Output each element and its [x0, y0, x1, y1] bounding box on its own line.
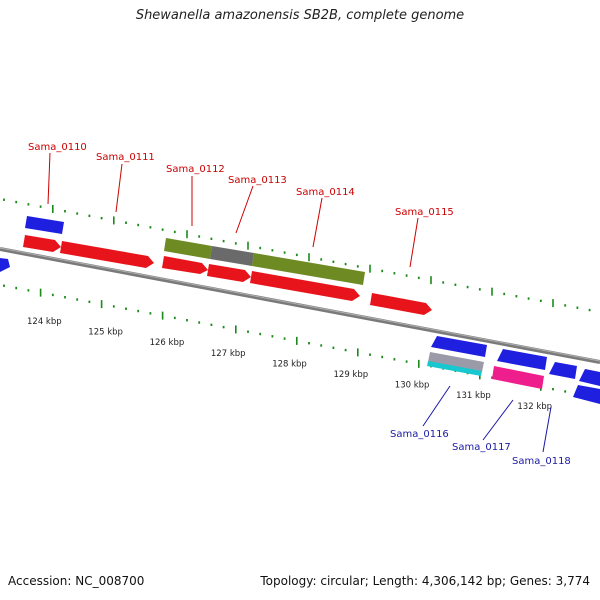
gene-label[interactable]: Sama_0113 — [228, 175, 287, 186]
ruler-label: 127 kbp — [211, 349, 246, 359]
gene-label[interactable]: Sama_0114 — [296, 187, 355, 198]
ruler-label: 131 kbp — [456, 391, 491, 401]
cds-arrow-0119[interactable] — [573, 385, 600, 404]
feature-pink-0117[interactable] — [492, 366, 544, 389]
genome-summary-text: Topology: circular; Length: 4,306,142 bp… — [260, 574, 590, 588]
cds-arrow-0114[interactable] — [250, 271, 360, 301]
gene-label[interactable]: Sama_0111 — [96, 152, 155, 163]
ruler-label: 128 kbp — [272, 359, 307, 369]
cds-arrow-0117[interactable] — [497, 349, 547, 370]
cds-arrow-0111[interactable] — [60, 241, 154, 268]
ruler-labels: 124 kbp 125 kbp 126 kbp 127 kbp 128 kbp 129 k… — [27, 317, 552, 412]
gene-label[interactable]: Sama_0115 — [395, 207, 454, 218]
feature-olive-0114[interactable] — [252, 253, 365, 285]
cds-arrow-0110[interactable] — [23, 235, 61, 252]
cds-arrow-0118b[interactable] — [579, 369, 600, 386]
feature-grey-0116[interactable] — [428, 352, 484, 372]
gene-label[interactable]: Sama_0117 — [452, 442, 511, 453]
gene-label[interactable]: Sama_0112 — [166, 164, 225, 175]
ruler-label: 129 kbp — [334, 370, 369, 380]
ruler-label: 124 kbp — [27, 317, 62, 327]
feature-blue-0110[interactable] — [25, 216, 64, 234]
cds-arrow-0113[interactable] — [207, 264, 251, 282]
cds-arrow-0112[interactable] — [162, 256, 208, 274]
gene-label[interactable]: Sama_0110 — [28, 142, 87, 153]
ruler-dots-upper — [3, 198, 591, 312]
ruler-label: 132 kbp — [517, 402, 552, 412]
ruler-label: 125 kbp — [88, 328, 123, 338]
feature-grey-0113[interactable] — [210, 246, 254, 266]
cds-arrow-0116[interactable] — [431, 336, 487, 357]
genome-backbone — [0, 247, 600, 364]
ruler-label: 130 kbp — [395, 381, 430, 391]
cds-arrow-partial-left[interactable] — [0, 258, 10, 272]
map-title: Shewanella amazonensis SB2B, complete ge… — [135, 8, 465, 23]
gene-label[interactable]: Sama_0118 — [512, 456, 571, 467]
cds-arrow-0115[interactable] — [370, 293, 432, 315]
feature-cyan-0116[interactable] — [427, 361, 482, 376]
gene-labels: Sama_0110 Sama_0111 Sama_0112 Sama_0113 … — [28, 142, 571, 467]
cds-arrow-0118a[interactable] — [549, 362, 577, 379]
accession-text: Accession: NC_008700 — [8, 574, 145, 588]
gene-label[interactable]: Sama_0116 — [390, 429, 449, 440]
ruler-label: 126 kbp — [150, 338, 185, 348]
feature-olive-0112[interactable] — [164, 238, 212, 259]
